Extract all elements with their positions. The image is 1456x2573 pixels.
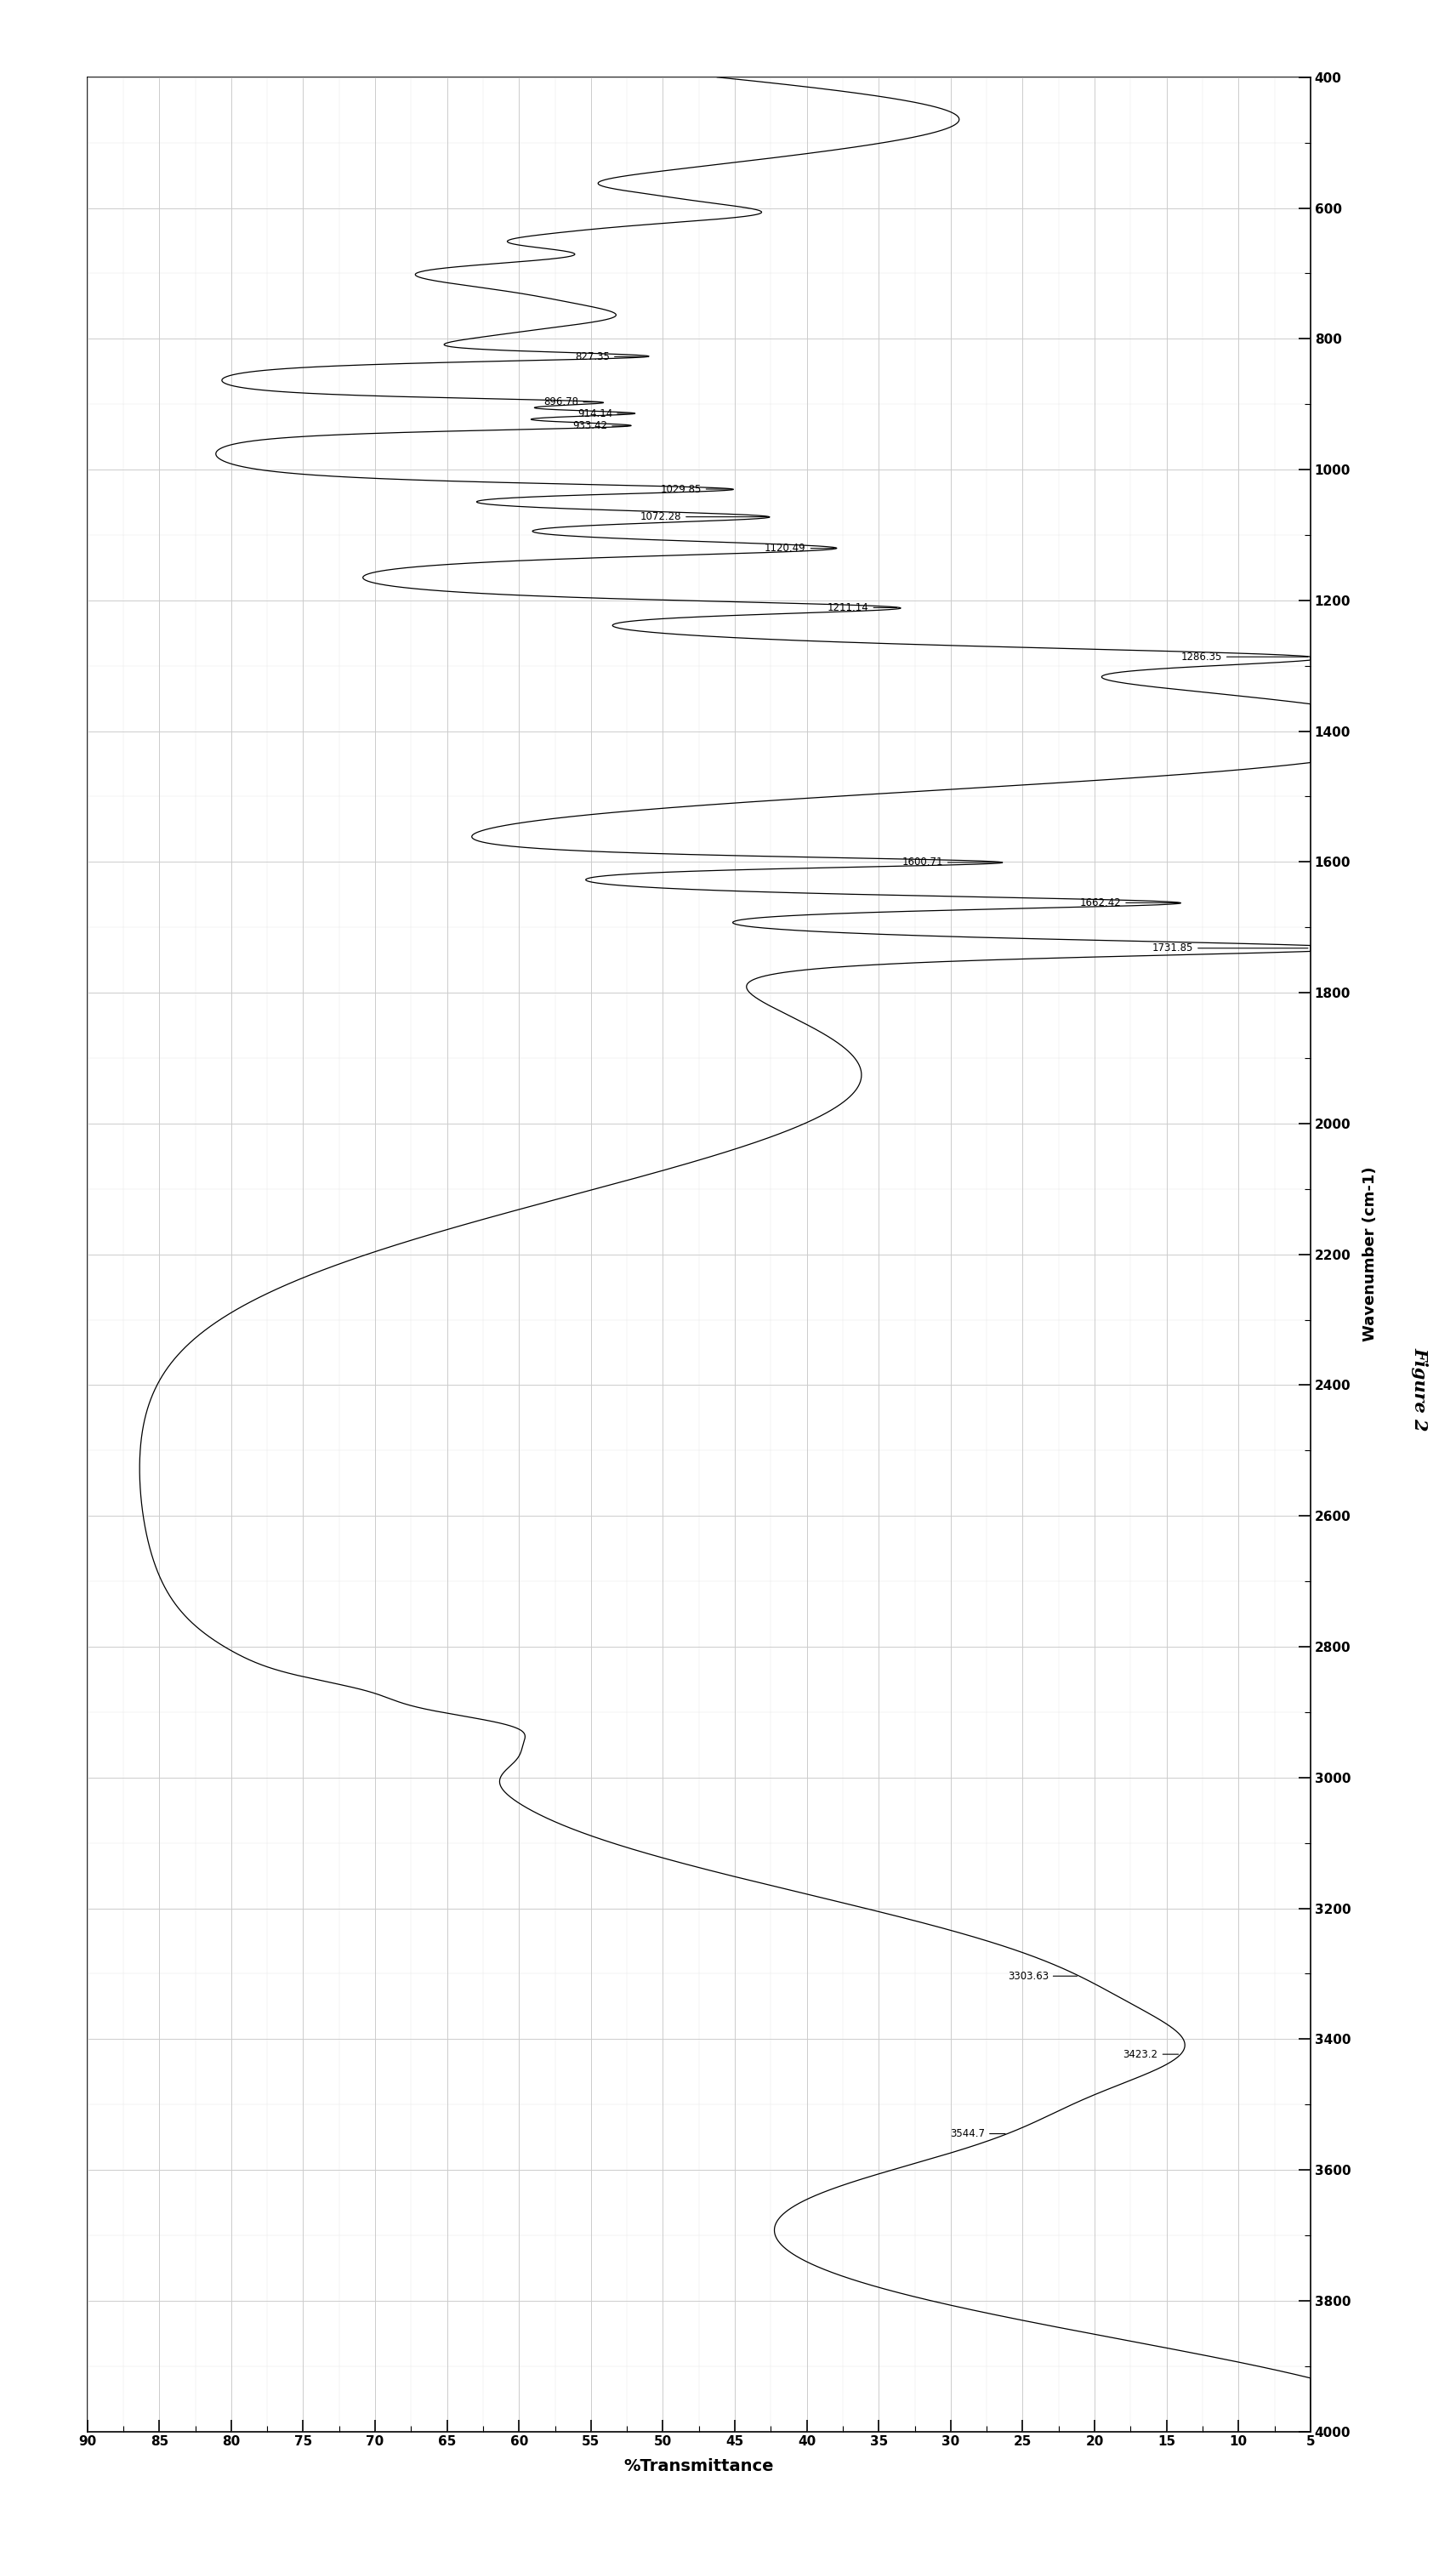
Text: 1211.14: 1211.14 bbox=[827, 602, 897, 612]
Text: 1731.85: 1731.85 bbox=[1152, 942, 1307, 955]
Text: 933.42: 933.42 bbox=[572, 419, 628, 432]
Text: 1286.35: 1286.35 bbox=[1181, 651, 1307, 661]
Text: 896.78: 896.78 bbox=[545, 396, 598, 407]
Text: 3303.63: 3303.63 bbox=[1008, 1971, 1077, 1981]
Text: 1072.28: 1072.28 bbox=[641, 512, 767, 522]
Text: Figure 2: Figure 2 bbox=[1411, 1348, 1428, 1431]
Text: 914.14: 914.14 bbox=[578, 409, 633, 419]
Y-axis label: Wavenumber (cm-1): Wavenumber (cm-1) bbox=[1363, 1168, 1377, 1341]
Text: 1600.71: 1600.71 bbox=[901, 857, 1000, 867]
Text: 3544.7: 3544.7 bbox=[951, 2128, 1005, 2138]
Text: 1029.85: 1029.85 bbox=[660, 484, 729, 494]
X-axis label: %Transmittance: %Transmittance bbox=[623, 2457, 775, 2475]
Text: 3423.2: 3423.2 bbox=[1123, 2048, 1178, 2061]
Text: 1662.42: 1662.42 bbox=[1080, 898, 1178, 908]
Text: 1120.49: 1120.49 bbox=[764, 543, 834, 553]
Text: 827.35: 827.35 bbox=[575, 350, 645, 363]
